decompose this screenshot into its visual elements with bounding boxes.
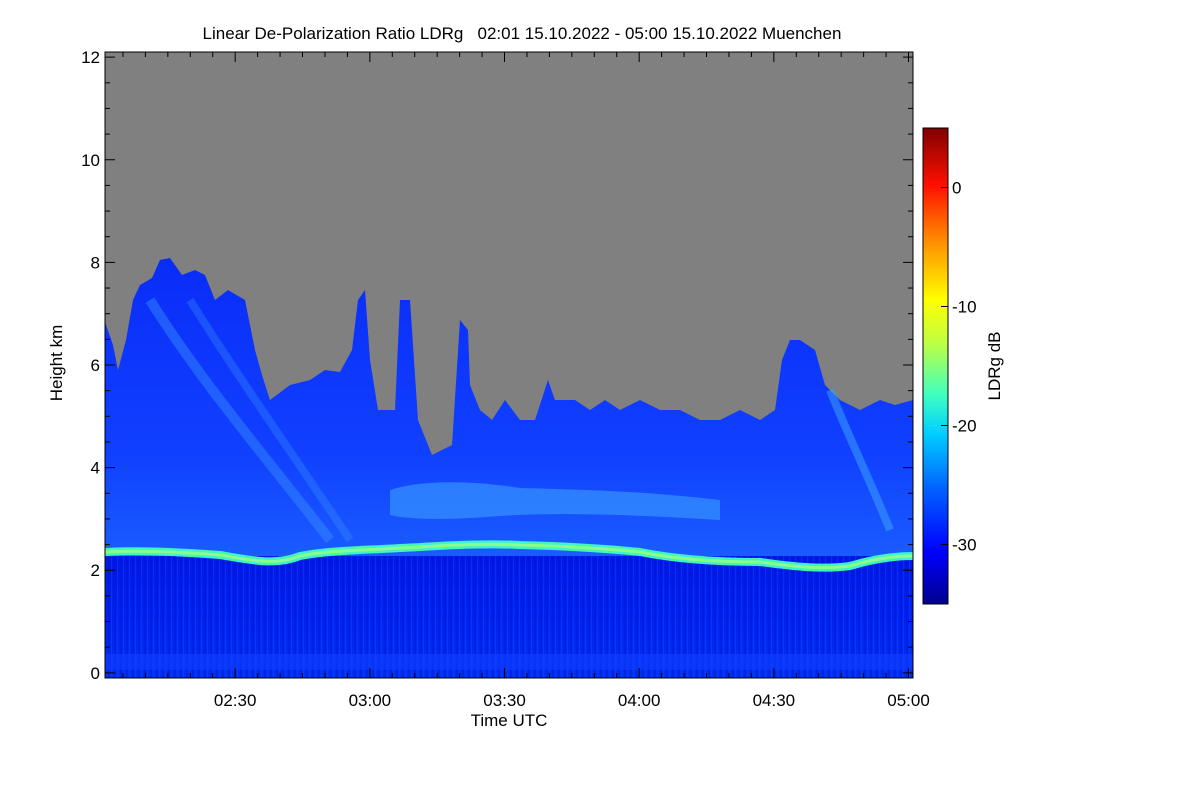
y-tick-label: 8 <box>91 253 100 272</box>
y-axis-label: Height km <box>47 325 66 402</box>
y-tick-label: 0 <box>91 664 100 683</box>
x-tick-label: 05:00 <box>887 691 930 710</box>
x-axis: 02:30 03:00 03:30 04:00 04:30 05:00 <box>122 52 930 710</box>
y-axis: 0 2 4 6 8 10 12 <box>81 48 913 683</box>
y-tick-label: 6 <box>91 356 100 375</box>
y-tick-label: 10 <box>81 151 100 170</box>
melting-layer-core <box>105 542 913 570</box>
colorbar-tick-label: -20 <box>952 417 977 436</box>
surface-echo <box>105 654 913 670</box>
x-axis-label: Time UTC <box>471 711 548 730</box>
y-tick-label: 2 <box>91 561 100 580</box>
x-tick-label: 04:30 <box>753 691 796 710</box>
colorbar-tick-label: 0 <box>952 179 961 198</box>
fall-streak-1 <box>145 297 334 544</box>
colorbar-gradient <box>922 127 949 605</box>
ice-cloud-region <box>105 258 913 556</box>
mid-level-echo <box>390 482 720 520</box>
plot-area <box>105 52 913 678</box>
colorbar: 0 -10 -20 -30 LDRg dB <box>922 127 1004 605</box>
x-tick-label: 03:30 <box>483 691 526 710</box>
chart-title: Linear De-Polarization Ratio LDRg 02:01 … <box>203 24 842 43</box>
x-tick-label: 02:30 <box>214 691 257 710</box>
colorbar-tick-label: -30 <box>952 536 977 555</box>
y-tick-label: 12 <box>81 48 100 67</box>
y-tick-label: 4 <box>91 459 100 478</box>
x-tick-label: 04:00 <box>618 691 661 710</box>
fall-streak-3 <box>826 388 894 532</box>
fall-streak-2 <box>186 297 354 543</box>
colorbar-ticks: 0 -10 -20 -30 <box>941 179 977 555</box>
x-tick-label: 03:00 <box>349 691 392 710</box>
colorbar-tick-label: -10 <box>952 298 977 317</box>
colorbar-label: LDRg dB <box>985 332 1004 401</box>
